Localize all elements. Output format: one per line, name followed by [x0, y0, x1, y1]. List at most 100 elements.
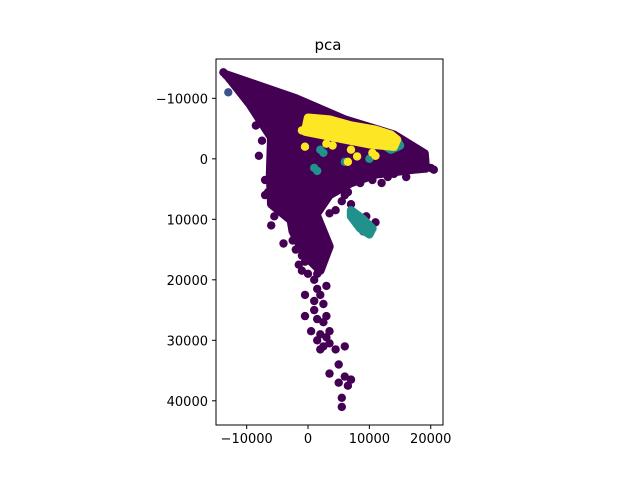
point-cluster: [285, 209, 334, 275]
y-tick-label: −10000: [156, 92, 208, 107]
data-point: [251, 121, 261, 130]
data-point: [300, 257, 310, 266]
data-point: [313, 336, 322, 345]
data-point: [270, 212, 279, 221]
data-point: [233, 77, 242, 86]
y-tick-label: 30000: [167, 334, 208, 349]
data-point: [319, 148, 328, 157]
data-point: [417, 156, 426, 165]
data-point: [291, 245, 300, 254]
data-point: [337, 197, 346, 206]
data-point: [322, 139, 331, 148]
data-point: [278, 112, 287, 122]
data-point: [310, 275, 319, 284]
data-point: [334, 360, 343, 369]
data-point: [337, 402, 346, 412]
series-class_3: [297, 113, 402, 166]
data-point: [260, 175, 270, 185]
data-point: [316, 106, 325, 115]
data-point: [310, 305, 319, 315]
data-point: [300, 142, 310, 151]
data-point: [371, 151, 380, 160]
data-point: [325, 339, 334, 348]
x-tick-label: −10000: [221, 432, 273, 447]
data-point: [263, 187, 273, 197]
data-point: [408, 154, 417, 163]
data-point: [325, 209, 334, 218]
data-point: [316, 257, 325, 266]
data-point: [316, 345, 325, 354]
data-point: [316, 290, 325, 300]
data-point: [300, 290, 310, 300]
data-point: [325, 369, 334, 378]
data-point: [377, 178, 386, 188]
data-point: [337, 393, 346, 402]
data-point: [343, 187, 353, 197]
data-point: [267, 197, 276, 206]
data-point: [319, 127, 328, 136]
data-point: [322, 311, 331, 321]
data-point: [319, 299, 328, 309]
data-point: [219, 68, 228, 77]
data-point: [346, 200, 356, 209]
plot-area: [219, 68, 438, 412]
data-point: [279, 121, 288, 130]
data-point: [402, 172, 411, 182]
data-point: [429, 165, 438, 174]
data-point: [254, 151, 264, 160]
data-point: [279, 239, 288, 248]
data-point: [306, 327, 316, 336]
data-point: [279, 193, 288, 203]
data-point: [300, 311, 310, 321]
data-point: [352, 212, 362, 221]
data-point: [276, 172, 285, 182]
data-point: [267, 109, 276, 118]
data-point: [343, 381, 353, 390]
point-cluster: [300, 113, 402, 151]
data-point: [337, 130, 346, 139]
data-point: [386, 136, 396, 145]
data-point: [352, 152, 362, 161]
data-point: [322, 281, 331, 291]
data-point: [359, 133, 368, 142]
data-point: [383, 172, 392, 182]
x-tick-label: 10000: [349, 432, 390, 447]
data-point: [303, 269, 313, 278]
data-point: [267, 221, 276, 230]
data-point: [273, 181, 282, 191]
y-tick-label: 0: [200, 153, 208, 168]
data-point: [310, 296, 319, 306]
chart-title: pca: [315, 36, 342, 54]
axes-frame: [215, 58, 444, 426]
data-point: [257, 136, 267, 145]
data-point: [340, 342, 349, 351]
data-point: [377, 139, 386, 148]
x-axis: −10000 0 10000 20000: [221, 425, 451, 447]
data-point: [343, 157, 353, 166]
data-point: [368, 175, 377, 185]
data-point: [288, 236, 297, 245]
y-axis: −10000 0 10000 20000 30000 40000: [156, 92, 216, 410]
data-point: [356, 178, 365, 188]
data-point: [310, 124, 319, 133]
data-point: [313, 314, 322, 324]
x-tick-label: 0: [304, 432, 312, 447]
data-point: [288, 97, 297, 106]
data-point: [297, 126, 307, 135]
x-tick-label: 20000: [410, 432, 451, 447]
data-point: [420, 163, 429, 173]
data-point: [334, 378, 343, 387]
data-point: [313, 166, 322, 176]
y-tick-label: 20000: [167, 274, 208, 289]
data-point: [225, 74, 234, 84]
data-point: [224, 88, 233, 97]
data-point: [285, 203, 294, 212]
data-point: [365, 227, 374, 236]
data-point: [346, 145, 356, 154]
data-point: [402, 166, 411, 176]
y-tick-label: 10000: [167, 213, 208, 228]
data-point: [322, 242, 331, 251]
data-point: [303, 106, 313, 115]
data-point: [331, 345, 340, 354]
